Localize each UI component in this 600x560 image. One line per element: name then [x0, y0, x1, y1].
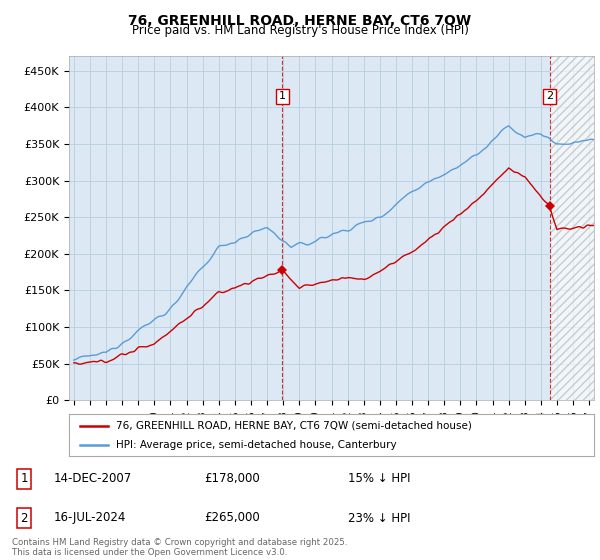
Text: Price paid vs. HM Land Registry's House Price Index (HPI): Price paid vs. HM Land Registry's House …: [131, 24, 469, 37]
Text: HPI: Average price, semi-detached house, Canterbury: HPI: Average price, semi-detached house,…: [116, 440, 397, 450]
Text: 15% ↓ HPI: 15% ↓ HPI: [348, 472, 410, 486]
Text: £265,000: £265,000: [204, 511, 260, 525]
Bar: [550, 56, 594, 400]
Text: 16-JUL-2024: 16-JUL-2024: [54, 511, 127, 525]
Text: £178,000: £178,000: [204, 472, 260, 486]
Text: 14-DEC-2007: 14-DEC-2007: [54, 472, 132, 486]
Text: 2: 2: [20, 511, 28, 525]
Text: 1: 1: [20, 472, 28, 486]
Text: 23% ↓ HPI: 23% ↓ HPI: [348, 511, 410, 525]
Text: Contains HM Land Registry data © Crown copyright and database right 2025.
This d: Contains HM Land Registry data © Crown c…: [12, 538, 347, 557]
Text: 76, GREENHILL ROAD, HERNE BAY, CT6 7QW (semi-detached house): 76, GREENHILL ROAD, HERNE BAY, CT6 7QW (…: [116, 421, 472, 431]
Text: 76, GREENHILL ROAD, HERNE BAY, CT6 7QW: 76, GREENHILL ROAD, HERNE BAY, CT6 7QW: [128, 14, 472, 28]
Text: 1: 1: [279, 91, 286, 101]
Text: 2: 2: [546, 91, 553, 101]
